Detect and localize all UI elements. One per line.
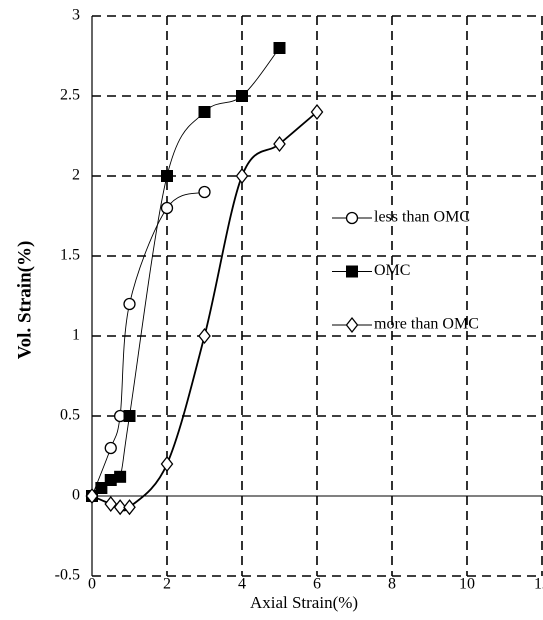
- series-line: [91, 47, 280, 497]
- y-tick-label: 0.5: [60, 407, 80, 424]
- y-tick-label: 1: [72, 327, 80, 344]
- legend-label: more than OMC: [374, 316, 479, 333]
- marker: [85, 487, 99, 505]
- legend-marker: [346, 265, 358, 278]
- marker: [123, 297, 136, 311]
- marker: [235, 167, 249, 185]
- y-tick-label: 2.5: [60, 87, 80, 104]
- marker: [310, 103, 324, 121]
- marker: [161, 170, 173, 182]
- y-axis-label: Vol. Strain(%): [14, 241, 35, 360]
- legend-label: OMC: [374, 262, 410, 279]
- y-tick-label: 2: [72, 167, 80, 184]
- x-tick-label: 6: [313, 576, 321, 593]
- y-tick-label: -0.5: [55, 567, 80, 584]
- x-tick-label: 12: [534, 576, 543, 593]
- legend-marker: [345, 316, 359, 334]
- x-tick-label: 0: [88, 576, 96, 593]
- marker: [198, 185, 211, 199]
- marker: [236, 90, 248, 102]
- marker: [160, 201, 174, 215]
- marker: [104, 474, 117, 486]
- x-axis-label: Axial Strain(%): [250, 593, 358, 612]
- series-line: [91, 111, 318, 512]
- x-tick-label: 2: [163, 576, 171, 593]
- marker: [123, 499, 136, 516]
- marker: [198, 106, 211, 118]
- legend-marker: [345, 211, 359, 225]
- x-tick-label: 8: [388, 576, 396, 593]
- marker: [104, 441, 117, 455]
- marker: [113, 499, 127, 516]
- marker: [160, 455, 174, 473]
- y-tick-label: 1.5: [60, 247, 80, 264]
- x-tick-label: 10: [459, 576, 475, 593]
- marker: [273, 42, 286, 54]
- marker: [104, 495, 118, 513]
- marker: [114, 470, 127, 483]
- marker: [123, 410, 136, 422]
- marker: [198, 327, 211, 345]
- marker: [95, 482, 108, 494]
- marker: [273, 135, 286, 153]
- x-tick-label: 4: [238, 576, 246, 593]
- y-tick-label: 0: [72, 487, 80, 504]
- y-tick-label: 3: [72, 7, 80, 24]
- legend-label: less than OMC: [374, 209, 470, 226]
